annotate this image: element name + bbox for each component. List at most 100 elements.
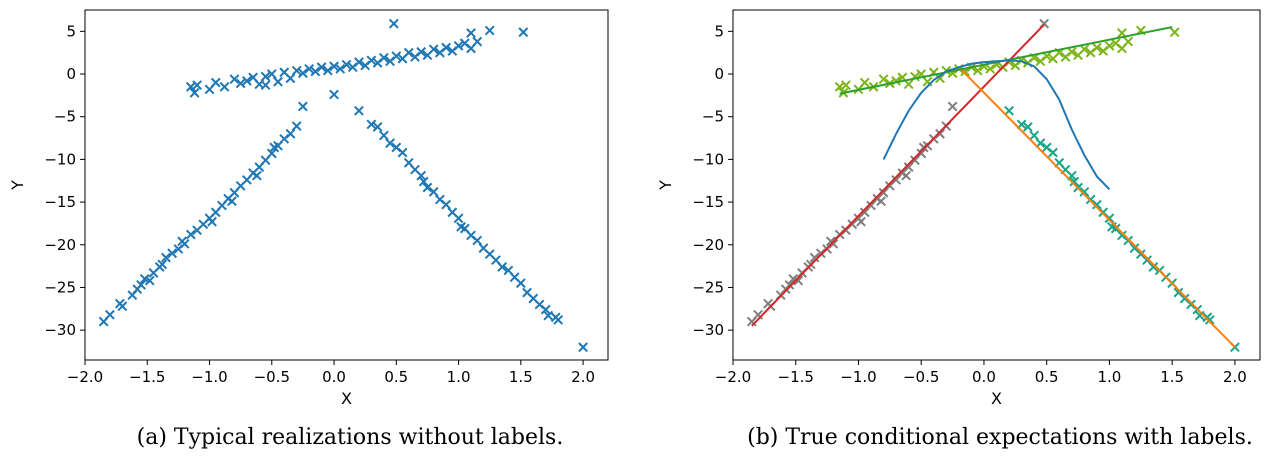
x-tick-label: −2.0 xyxy=(715,368,751,386)
scatter-point-0-0-42 xyxy=(372,122,383,132)
x-axis-label: X xyxy=(341,389,352,408)
x-tick-label: 0.5 xyxy=(384,368,408,386)
x-tick-label: −1.5 xyxy=(129,368,165,386)
scatter-point-1-1-10 xyxy=(1069,176,1080,187)
x-tick-label: −1.0 xyxy=(840,368,876,386)
x-tick-label: 1.0 xyxy=(447,368,471,386)
scatter-point-0-0-56 xyxy=(453,213,464,224)
scatter-point-0-0-121 xyxy=(472,36,483,47)
scatter-point-0-0-44 xyxy=(385,138,395,149)
scatter-point-0-0-39 xyxy=(298,101,308,112)
x-tick-label: 1.0 xyxy=(1097,368,1121,386)
scatter-point-0-0-123 xyxy=(518,27,529,38)
scatter-point-1-1-6 xyxy=(1048,147,1058,158)
scatter-point-0-0-67 xyxy=(515,278,526,289)
scatter-point-1-0-21 xyxy=(856,216,866,227)
scatter-point-1-2-40 xyxy=(1091,42,1102,53)
scatter-point-0-0-110 xyxy=(403,47,414,58)
scatter-point-0-0-96 xyxy=(316,62,327,73)
scatter-point-0-0-8 xyxy=(144,275,155,286)
scatter-point-0-0-75 xyxy=(578,342,589,353)
curve-line-1-1 xyxy=(958,66,1236,348)
scatter-point-0-0-37 xyxy=(285,128,296,139)
scatter-point-0-0-82 xyxy=(229,74,240,85)
y-tick-label: −30 xyxy=(692,321,724,339)
y-tick-label: −10 xyxy=(44,150,76,168)
scatter-point-0-0-38 xyxy=(291,121,302,132)
scatter-point-1-2-36 xyxy=(1066,46,1077,57)
scatter-point-1-2-47 xyxy=(1169,27,1180,38)
x-tick-label: −1.0 xyxy=(191,368,227,386)
scatter-point-0-0-71 xyxy=(540,304,551,315)
scatter-point-1-0-6 xyxy=(784,279,795,290)
x-tick-label: 2.0 xyxy=(1223,368,1247,386)
scatter-point-1-2-38 xyxy=(1079,44,1090,55)
scatter-point-0-0-104 xyxy=(366,55,377,66)
x-tick-label: −0.5 xyxy=(903,368,939,386)
scatter-point-1-1-2 xyxy=(1022,122,1033,132)
scatter-point-0-0-108 xyxy=(391,51,402,62)
x-axis-label: X xyxy=(991,389,1002,408)
x-tick-label: 0.0 xyxy=(322,368,346,386)
scatter-point-0-0-21 xyxy=(207,216,217,227)
scatter-point-0-0-40 xyxy=(354,105,364,116)
scatter-point-0-0-33 xyxy=(266,148,277,159)
scatter-point-0-0-80 xyxy=(210,77,221,88)
scatter-point-0-0-89 xyxy=(273,76,283,87)
x-tick-label: 0.5 xyxy=(1035,368,1059,386)
scatter-point-0-0-87 xyxy=(260,71,271,82)
y-tick-label: −10 xyxy=(692,150,724,168)
scatter-point-0-0-64 xyxy=(497,262,508,272)
scatter-point-0-0-16 xyxy=(179,238,190,249)
scatter-point-1-2-2 xyxy=(841,80,851,91)
scatter-point-0-0-41 xyxy=(366,119,377,130)
caption-a: (a) Typical realizations without labels. xyxy=(137,425,564,450)
scatter-point-0-0-3 xyxy=(117,301,128,312)
scatter-point-0-0-46 xyxy=(397,147,408,158)
y-tick-label: 0 xyxy=(66,65,76,83)
scatter-point-0-0-126 xyxy=(329,89,339,100)
plot-frame xyxy=(732,9,1261,361)
scatter-point-0-0-77 xyxy=(189,87,200,98)
scatter-point-0-0-94 xyxy=(304,63,315,74)
x-tick-label: 1.5 xyxy=(509,368,533,386)
scatter-point-0-0-124 xyxy=(388,18,399,29)
scatter-point-0-0-116 xyxy=(441,42,452,53)
panel-a: −2.0 −1.5 −1.0 −0.5 0.0 0.5 1.0 1.5 2.0 5 0 −5 −10 −1… xyxy=(8,9,609,408)
scatter-point-1-1-34 xyxy=(1204,314,1215,325)
scatter-point-0-0-114 xyxy=(428,44,439,55)
x-tick-label: −0.5 xyxy=(254,368,290,386)
scatter-point-1-1-24 xyxy=(1148,262,1159,272)
y-tick-label: −15 xyxy=(692,193,724,211)
scatter-point-1-2-4 xyxy=(859,77,870,88)
scatter-point-0-0-51 xyxy=(422,182,433,193)
scatter-point-0-0-1 xyxy=(104,309,115,320)
scatter-point-0-0-93 xyxy=(298,68,308,79)
curve-line-1-3 xyxy=(882,59,1111,190)
scatter-point-0-0-102 xyxy=(354,57,364,67)
scatter-point-0-0-74 xyxy=(553,314,564,325)
y-tick-label: −30 xyxy=(44,321,76,339)
scatter-point-0-0-84 xyxy=(241,75,252,86)
scatter-point-0-0-91 xyxy=(285,73,296,84)
scatter-point-0-0-88 xyxy=(266,69,277,79)
caption-b: (b) True conditional expectations with l… xyxy=(747,425,1253,450)
scatter-point-0-0-17 xyxy=(185,229,196,240)
y-axis-label: Y xyxy=(656,180,675,191)
scatter-point-1-0-39 xyxy=(947,101,958,112)
y-axis-label: Y xyxy=(8,180,27,191)
y-tick-label: −15 xyxy=(44,193,76,211)
y-tick-label: −5 xyxy=(54,108,76,126)
scatter-point-0-0-83 xyxy=(235,78,246,89)
scatter-point-0-0-25 xyxy=(227,196,237,207)
scatter-point-0-0-13 xyxy=(167,248,178,259)
scatter-point-1-1-16 xyxy=(1104,213,1115,224)
scatter-point-1-0-8 xyxy=(793,275,804,286)
x-tick-label: −2.0 xyxy=(67,368,103,386)
scatter-point-0-0-49 xyxy=(416,170,427,181)
y-tick-label: −20 xyxy=(692,236,724,254)
scatter-point-0-0-6 xyxy=(136,279,146,290)
y-tick-label: −25 xyxy=(44,278,76,296)
plot-frame xyxy=(84,9,609,361)
